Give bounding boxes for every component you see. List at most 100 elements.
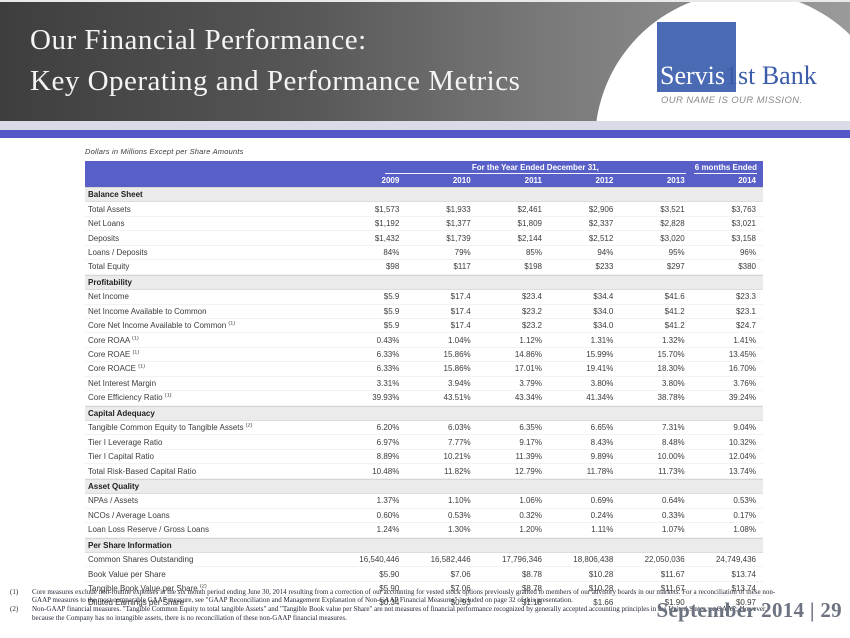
table-header-years-row: 2009 2010 2011 2012 2013 2014 [85, 174, 763, 187]
row-label: Loan Loss Reserve / Gross Loans [88, 525, 209, 535]
table-row-net-income-available-to-common: Net Income Available to Common $5.9 $17.4… [85, 305, 763, 319]
cell-value: $1,933 [446, 204, 471, 214]
row-label: Core ROAA (1) [88, 335, 139, 345]
section-title: Asset Quality [88, 481, 140, 491]
cell-value: 9.89% [590, 452, 614, 462]
cell-value: $11.67 [660, 584, 685, 594]
cell-value: 3.80% [590, 378, 614, 388]
cell-value: $23.3 [735, 292, 756, 302]
cell-value: $23.2 [521, 321, 542, 331]
cell-value: $41.6 [664, 292, 685, 302]
cell-value: 0.17% [733, 510, 756, 520]
cell-value: $3,763 [731, 204, 756, 214]
cell-value: $10.28 [588, 584, 614, 594]
footnote-reference: (2) [245, 423, 253, 429]
cell-value: 84% [383, 247, 400, 257]
cell-value: $98 [385, 262, 400, 272]
cell-value: 10.48% [372, 466, 400, 476]
cell-value: 0.53% [447, 510, 471, 520]
cell-value: 24,749,436 [715, 555, 756, 565]
cell-value: $233 [595, 262, 614, 272]
section-header-capital-adequacy: Capital Adequacy [85, 405, 763, 421]
cell-value: 22,050,036 [644, 555, 685, 565]
cell-value: 14.86% [514, 350, 542, 360]
metrics-table: For the Year Ended December 31, 6 months… [85, 161, 763, 611]
row-label: Tangible Common Equity to Tangible Asset… [88, 423, 253, 433]
cell-value: 11.78% [586, 466, 614, 476]
cell-value: $24.7 [735, 321, 756, 331]
column-header-2010: 2010 [452, 176, 471, 185]
slide-title-line2: Key Operating and Performance Metrics [30, 65, 521, 97]
section-header-balance-sheet: Balance Sheet [85, 187, 763, 203]
cell-value: 16.70% [728, 364, 756, 374]
cell-value: 85% [525, 247, 542, 257]
cell-value: $41.2 [664, 306, 685, 316]
cell-value: $23.2 [521, 306, 542, 316]
cell-value: $17.4 [450, 321, 471, 331]
cell-value: 38.78% [657, 393, 685, 403]
footnote-2-marker: (2) [10, 605, 19, 614]
table-header: For the Year Ended December 31, 6 months… [85, 161, 763, 187]
section-header-asset-quality: Asset Quality [85, 478, 763, 495]
header-banner: Our Financial Performance: Key Operating… [0, 0, 850, 123]
cell-value: 6.97% [376, 437, 400, 447]
logo-word-1st-bank: 1st Bank [725, 61, 817, 90]
cell-value: 39.93% [372, 393, 400, 403]
cell-value: 3.80% [661, 378, 685, 388]
cell-value: $2,144 [517, 233, 542, 243]
logo-tagline: OUR NAME IS OUR MISSION. [661, 95, 803, 106]
cell-value: 0.33% [661, 510, 685, 520]
cell-value: 1.06% [519, 496, 542, 506]
cell-value: $34.4 [593, 292, 614, 302]
cell-value: 1.24% [376, 525, 400, 535]
cell-value: $2,337 [588, 219, 614, 229]
cell-value: $3,021 [731, 219, 756, 229]
table-row-net-interest-margin: Net Interest Margin 3.31% 3.94% 3.79% 3.80%… [85, 377, 763, 392]
cell-value: 6.35% [519, 423, 542, 433]
cell-value: 6.33% [376, 364, 400, 374]
table-row-npas-assets: NPAs / Assets 1.37% 1.10% 1.06% 0.69% 0.64% 0… [85, 494, 763, 509]
footnote-2: (2) Non-GAAP financial measures. "Tangib… [6, 605, 776, 621]
cell-value: 3.76% [733, 378, 756, 388]
section-title: Profitability [88, 277, 133, 287]
cell-value: 16,582,446 [430, 555, 471, 565]
section-header-per-share-information: Per Share Information [85, 537, 763, 553]
footnote-reference: (1) [138, 364, 145, 370]
table-row-ncos-average-loans: NCOs / Average Loans 0.60% 0.53% 0.32% 0.24… [85, 509, 763, 524]
table-units-note: Dollars in Millions Except per Share Amo… [85, 147, 244, 156]
row-label: Core Efficiency Ratio (1) [88, 393, 172, 403]
table-row-tangible-book-value-per-share: Tangible Book Value per Share (2) $5.90 $7… [85, 582, 763, 597]
cell-value: 10.32% [728, 437, 756, 447]
cell-value: 8.89% [376, 452, 400, 462]
cell-value: $1.18 [521, 598, 542, 608]
table-row-net-income: Net Income $5.9 $17.4 $23.4 $34.4 $41.6 $23.3 [85, 290, 763, 305]
cell-value: 11.39% [515, 452, 542, 462]
row-label: Tier I Capital Ratio [88, 452, 154, 462]
cell-value: 0.53% [733, 496, 756, 506]
footnote-reference: (2) [199, 584, 207, 590]
footnote-reference: (1) [132, 335, 139, 341]
row-label: Tier I Leverage Ratio [88, 437, 163, 447]
cell-value: 17,796,346 [501, 555, 542, 565]
column-header-2009: 2009 [381, 176, 400, 185]
cell-value: 3.94% [447, 378, 471, 388]
row-label: Net Interest Margin [88, 378, 157, 388]
row-label: Net Loans [88, 219, 125, 229]
cell-value: $2,828 [660, 219, 685, 229]
table-row-core-roace: Core ROACE (1) 6.33% 15.86% 17.01% 19.41% 18.… [85, 362, 763, 377]
cell-value: $34.0 [593, 306, 614, 316]
cell-value: $198 [524, 262, 542, 272]
table-header-group-row: For the Year Ended December 31, 6 months… [85, 161, 763, 174]
footnote-1-marker: (1) [10, 588, 19, 596]
table-row-common-shares-outstanding: Common Shares Outstanding 16,540,446 16,5… [85, 553, 763, 568]
servisfirst-logo-wordmark: Servis1st Bank [660, 62, 817, 90]
cell-value: $0.97 [735, 598, 756, 608]
cell-value: 41.34% [586, 393, 614, 403]
table-row-core-roae: Core ROAE (1) 6.33% 15.86% 14.86% 15.99% 15.7… [85, 348, 763, 363]
cell-value: $23.1 [735, 306, 756, 316]
cell-value: 15.99% [586, 350, 614, 360]
cell-value: $5.9 [383, 321, 400, 331]
table-row-total-risk-based-capital-ratio: Total Risk-Based Capital Ratio 10.48% 11.… [85, 464, 763, 479]
divider-band [0, 121, 850, 130]
cell-value: 3.31% [376, 378, 400, 388]
